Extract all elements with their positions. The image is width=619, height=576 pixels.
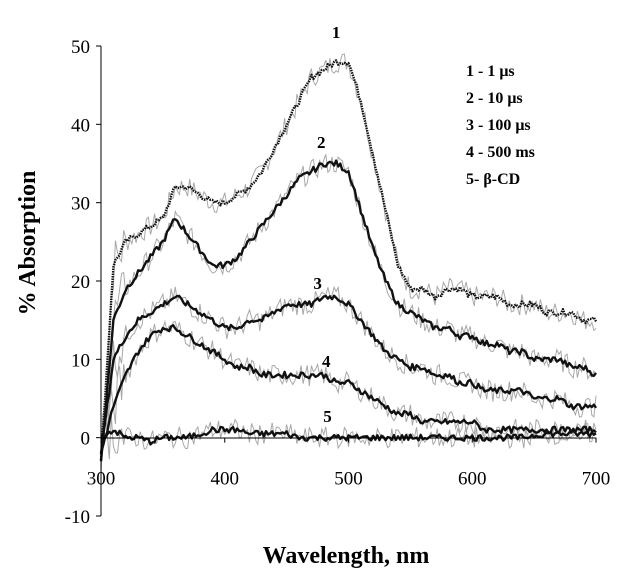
y-tick-label: 20 xyxy=(71,272,90,293)
x-tick-label: 700 xyxy=(582,469,611,490)
y-tick-label: 30 xyxy=(71,194,90,215)
curve-label-2: 2 xyxy=(317,133,326,152)
y-tick-label: -10 xyxy=(65,507,90,528)
curve-label-1: 1 xyxy=(332,23,341,42)
legend: 1 - 1 μs 2 - 10 μs 3 - 100 μs 4 - 500 ms… xyxy=(466,63,535,188)
legend-entry-4: 4 - 500 ms xyxy=(466,144,535,161)
curve-label-3: 3 xyxy=(313,274,322,293)
y-axis-title: % Absorption xyxy=(15,171,41,316)
x-tick-labels: 300 400 500 600 700 xyxy=(87,469,611,490)
series-3-line xyxy=(99,294,598,455)
x-tick-label: 600 xyxy=(458,469,487,490)
x-tick-label: 400 xyxy=(211,469,240,490)
curve-label-4: 4 xyxy=(322,352,331,371)
raw-data-layer xyxy=(100,53,597,475)
series-5-line xyxy=(100,425,597,446)
series-1-raw xyxy=(100,53,597,462)
series-4-line xyxy=(99,324,597,454)
y-tick-label: 10 xyxy=(71,350,90,371)
legend-entry-2: 2 - 10 μs xyxy=(466,90,523,107)
series-2-raw xyxy=(100,154,597,441)
y-tick-labels: 50 40 30 20 10 0 -10 xyxy=(65,37,90,528)
series-2-line xyxy=(99,159,597,462)
y-tick-label: 50 xyxy=(71,37,90,58)
series-3-raw xyxy=(100,285,597,449)
x-axis-title: Wavelength, nm xyxy=(263,543,430,569)
x-tick-label: 500 xyxy=(334,469,363,490)
y-tick-label: 40 xyxy=(71,115,90,136)
ticks-layer xyxy=(96,45,597,517)
legend-entry-1: 1 - 1 μs xyxy=(466,63,515,80)
legend-entry-3: 3 - 100 μs xyxy=(466,117,531,134)
curve-labels: 1 2 3 4 5 xyxy=(313,23,340,426)
series-layer xyxy=(99,59,598,462)
series-5-raw xyxy=(100,410,597,464)
x-tick-label: 300 xyxy=(87,469,116,490)
curve-label-5: 5 xyxy=(323,407,332,426)
y-tick-label: 0 xyxy=(81,429,91,450)
series-1-line xyxy=(99,59,598,460)
legend-entry-5: 5- β-CD xyxy=(466,171,520,188)
